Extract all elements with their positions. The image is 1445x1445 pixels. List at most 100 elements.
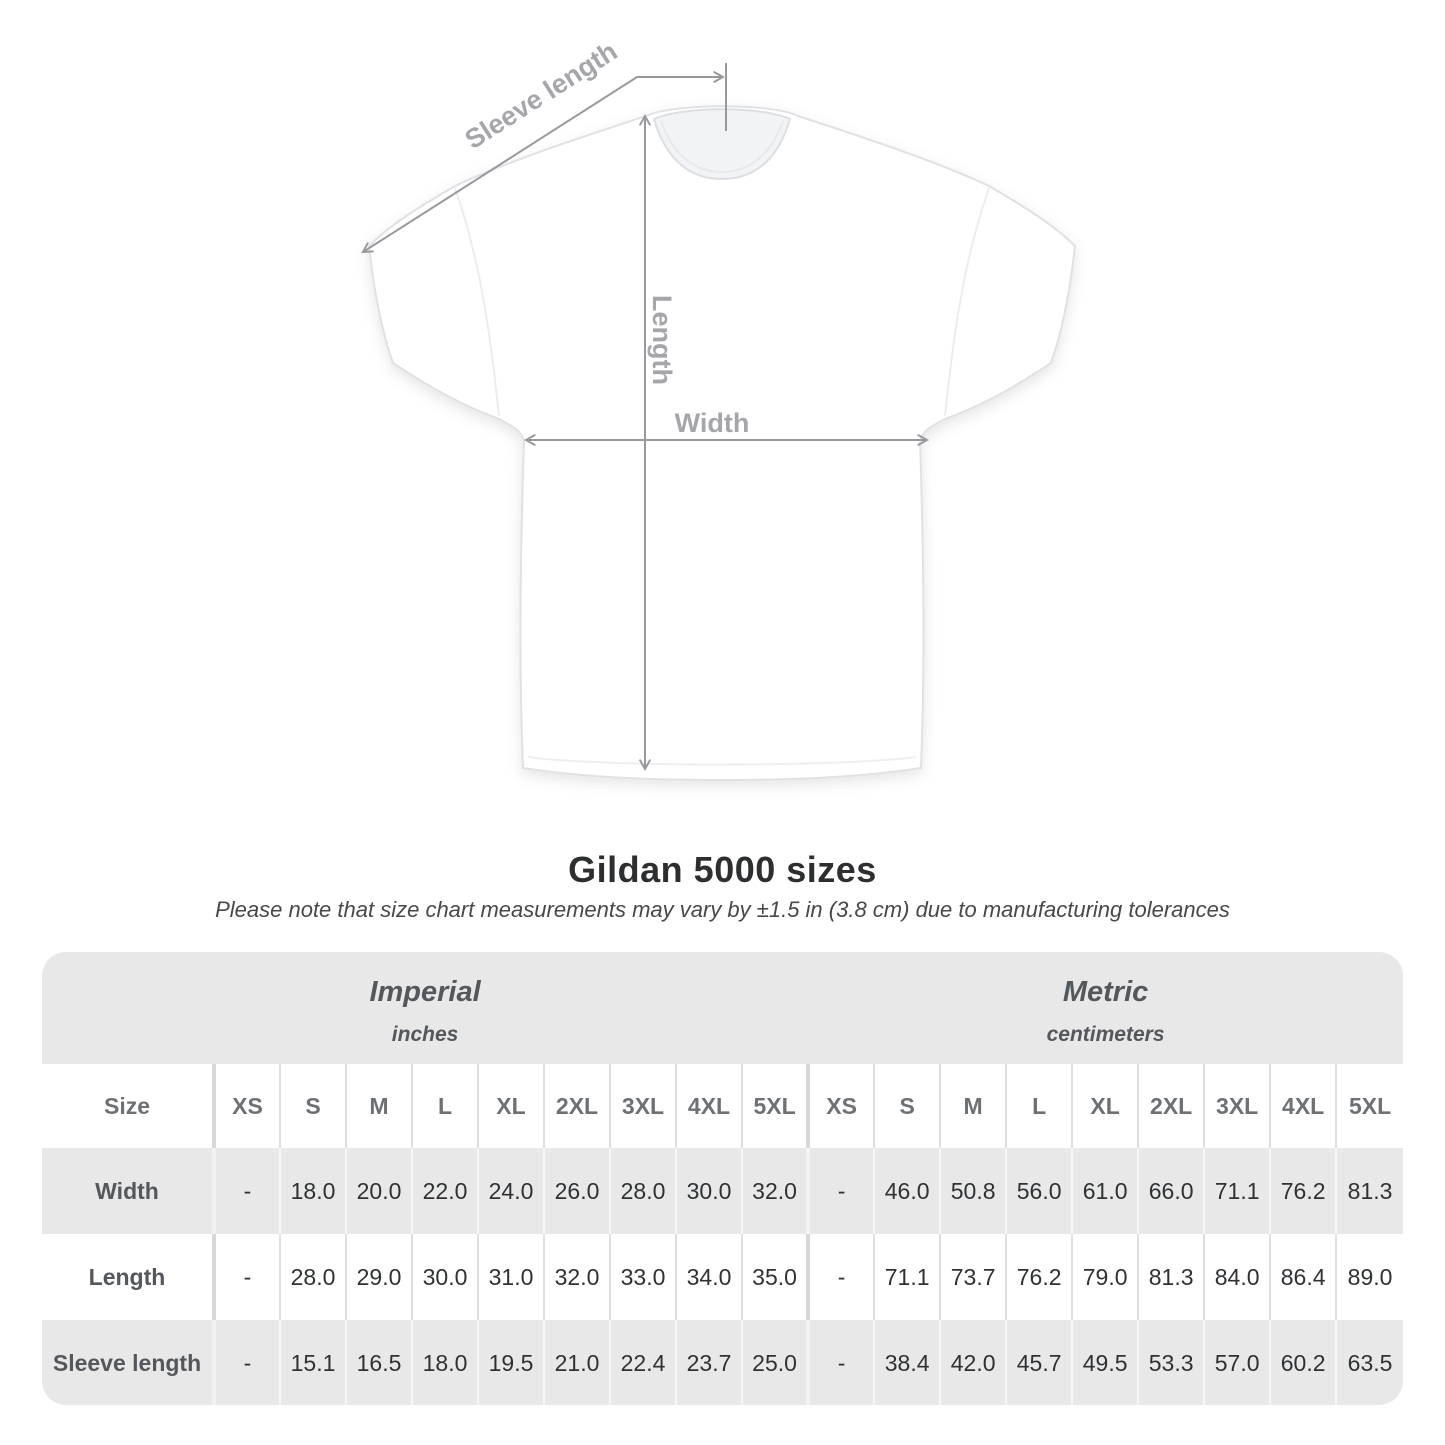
col-header: XS — [806, 1064, 875, 1148]
cell: 73.7 — [939, 1234, 1007, 1320]
cell: - — [806, 1148, 875, 1234]
col-header: S — [873, 1064, 941, 1148]
cell: 30.0 — [675, 1148, 742, 1234]
cell: 61.0 — [1071, 1148, 1139, 1234]
cell: 20.0 — [345, 1148, 412, 1234]
cell: 18.0 — [279, 1148, 346, 1234]
table-row-sleeve-length: Sleeve length - 15.1 16.5 18.0 19.5 21.0… — [42, 1320, 1403, 1405]
cell: 45.7 — [1005, 1320, 1073, 1405]
cell: 76.2 — [1005, 1234, 1073, 1320]
cell: 26.0 — [543, 1148, 610, 1234]
cell: 63.5 — [1335, 1320, 1403, 1405]
col-header: XS — [212, 1064, 280, 1148]
cell: 50.8 — [939, 1148, 1007, 1234]
metric-title: Metric — [1062, 975, 1149, 1008]
col-header: M — [939, 1064, 1007, 1148]
imperial-title: Imperial — [369, 975, 481, 1008]
row-label: Length — [42, 1234, 214, 1320]
cell: - — [806, 1234, 875, 1320]
col-header: 2XL — [543, 1064, 610, 1148]
cell: - — [212, 1320, 280, 1405]
cell: 79.0 — [1071, 1234, 1139, 1320]
size-column-header: Size — [42, 1064, 214, 1148]
cell: 38.4 — [873, 1320, 941, 1405]
tolerance-note: Please note that size chart measurements… — [215, 897, 1230, 922]
cell: 84.0 — [1203, 1234, 1271, 1320]
table-row-length: Length - 28.0 29.0 30.0 31.0 32.0 33.0 3… — [42, 1234, 1403, 1320]
cell: - — [212, 1148, 280, 1234]
col-header: 5XL — [740, 1064, 809, 1148]
cell: 32.0 — [543, 1234, 610, 1320]
cell: 18.0 — [411, 1320, 478, 1405]
cell: 49.5 — [1071, 1320, 1139, 1405]
cell: 21.0 — [543, 1320, 610, 1405]
cell: - — [806, 1320, 875, 1405]
page-title: Gildan 5000 sizes — [568, 849, 877, 890]
col-header: 5XL — [1335, 1064, 1403, 1148]
metric-band: Metric centimeters — [808, 952, 1403, 1064]
cell: 19.5 — [477, 1320, 544, 1405]
right-sleeve-seam — [944, 187, 990, 417]
cell: 53.3 — [1137, 1320, 1205, 1405]
cell: 71.1 — [1203, 1148, 1271, 1234]
cell: 76.2 — [1269, 1148, 1337, 1234]
col-header: 3XL — [609, 1064, 676, 1148]
hem-seam — [527, 756, 917, 766]
col-header: XL — [477, 1064, 544, 1148]
cell: 71.1 — [873, 1234, 941, 1320]
measurement-arrows — [361, 63, 929, 771]
cell: 30.0 — [411, 1234, 478, 1320]
cell: 42.0 — [939, 1320, 1007, 1405]
row-label: Width — [42, 1148, 214, 1234]
tshirt-size-diagram: Sleeve length Length Width — [361, 36, 1077, 782]
cell: 56.0 — [1005, 1148, 1073, 1234]
cell: 31.0 — [477, 1234, 544, 1320]
cell: 57.0 — [1203, 1320, 1271, 1405]
cell: 32.0 — [740, 1148, 809, 1234]
imperial-band: Imperial inches — [42, 952, 809, 1064]
tshirt-image — [367, 105, 1077, 782]
width-label: Width — [675, 408, 750, 438]
cell: 46.0 — [873, 1148, 941, 1234]
col-header: L — [411, 1064, 478, 1148]
metric-unit: centimeters — [1046, 1022, 1165, 1046]
cell: 22.4 — [609, 1320, 676, 1405]
cell: 86.4 — [1269, 1234, 1337, 1320]
cell: 22.0 — [411, 1148, 478, 1234]
cell: 29.0 — [345, 1234, 412, 1320]
col-header: 3XL — [1203, 1064, 1271, 1148]
col-header: 4XL — [1269, 1064, 1337, 1148]
sleeve-length-arrow — [361, 71, 725, 254]
cell: 89.0 — [1335, 1234, 1403, 1320]
cell: 34.0 — [675, 1234, 742, 1320]
col-header: L — [1005, 1064, 1073, 1148]
cell: 28.0 — [609, 1148, 676, 1234]
cell: 15.1 — [279, 1320, 346, 1405]
cell: 23.7 — [675, 1320, 742, 1405]
cell: 35.0 — [740, 1234, 809, 1320]
col-header: 2XL — [1137, 1064, 1205, 1148]
row-label: Sleeve length — [42, 1320, 214, 1405]
cell: - — [212, 1234, 280, 1320]
cell: 66.0 — [1137, 1148, 1205, 1234]
cell: 33.0 — [609, 1234, 676, 1320]
cell: 60.2 — [1269, 1320, 1337, 1405]
cell: 28.0 — [279, 1234, 346, 1320]
col-header: S — [279, 1064, 346, 1148]
col-header: XL — [1071, 1064, 1139, 1148]
size-header-row: Size XS S M L XL 2XL 3XL 4XL 5XL XS S M … — [42, 1064, 1403, 1148]
col-header: 4XL — [675, 1064, 742, 1148]
unit-band-row: Imperial inches Metric centimeters — [42, 952, 1403, 1064]
cell: 24.0 — [477, 1148, 544, 1234]
col-header: M — [345, 1064, 412, 1148]
size-table: Imperial inches Metric centimeters Size … — [42, 952, 1403, 1405]
imperial-unit: inches — [391, 1022, 459, 1046]
tshirt-outline — [367, 105, 1077, 782]
table-row-width: Width - 18.0 20.0 22.0 24.0 26.0 28.0 30… — [42, 1148, 1403, 1234]
size-table-container: Imperial inches Metric centimeters Size … — [42, 952, 1403, 1405]
cell: 25.0 — [740, 1320, 809, 1405]
cell: 81.3 — [1335, 1148, 1403, 1234]
length-label: Length — [647, 295, 677, 385]
cell: 16.5 — [345, 1320, 412, 1405]
